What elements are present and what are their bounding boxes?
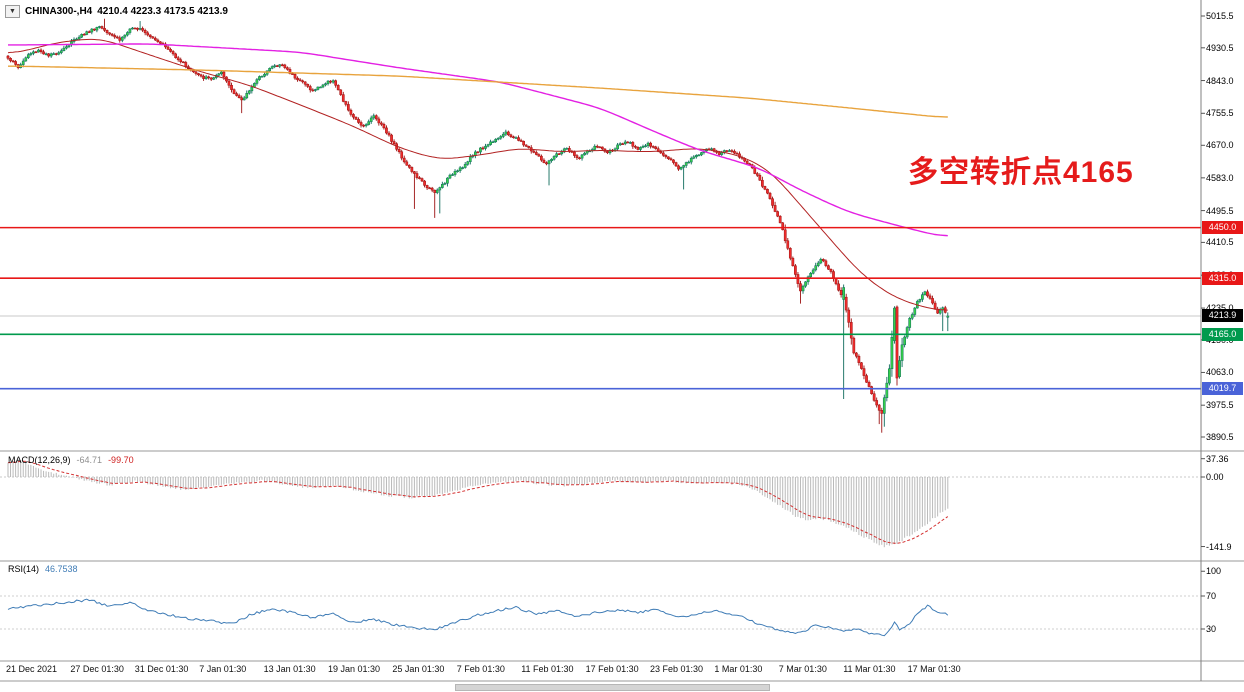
ma-line-slow-orange	[8, 65, 948, 118]
macd-signal-value: -99.70	[108, 455, 134, 465]
symbol-timeframe-label: CHINA300-,H4	[25, 6, 93, 17]
macd-indicator-label: MACD(12,26,9) -64.71 -99.70	[8, 455, 140, 465]
rsi-name-label: RSI(14)	[8, 564, 40, 574]
grid-layer	[0, 315, 1201, 630]
chart-header: ▼ CHINA300-,H4 4210.4 4223.3 4173.5 4213…	[5, 5, 228, 18]
indicator-lines-layer	[7, 460, 949, 637]
rsi-indicator-label: RSI(14) 46.7538	[8, 564, 84, 574]
ma-line-fast-red	[7, 38, 948, 311]
chart-dropdown-icon[interactable]: ▼	[5, 5, 20, 18]
candles-layer	[6, 18, 950, 433]
ma-line-mid-magenta	[8, 43, 948, 237]
macd-name-label: MACD(12,26,9)	[8, 455, 71, 465]
rsi-value: 46.7538	[45, 564, 78, 574]
rsi-line	[7, 598, 949, 637]
moving-averages-layer	[7, 38, 948, 311]
horizontal-scrollbar-thumb[interactable]	[455, 684, 770, 691]
annotation-text: 多空转折点4165	[908, 156, 1134, 189]
macd-histogram-layer	[7, 459, 949, 548]
ohlc-values-label: 4210.4 4223.3 4173.5 4213.9	[97, 6, 228, 17]
macd-signal-line	[7, 460, 949, 544]
macd-main-value: -64.71	[76, 455, 103, 465]
price-levels-layer	[0, 226, 1201, 390]
